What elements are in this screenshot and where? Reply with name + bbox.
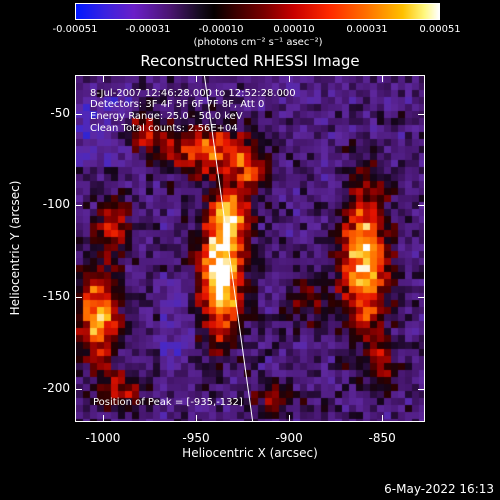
colorbar-tick-label: 0.00010 [273,24,315,35]
x-tick-mark [102,415,104,422]
x-tick-mark [382,415,384,422]
y-tick-mark [75,388,82,390]
colorbar [75,3,440,20]
x-tick-mark [382,75,384,82]
y-tick-label: -100 [42,197,70,212]
y-tick-label: -150 [42,289,70,304]
heatmap-image [76,76,424,421]
x-tick-mark [289,415,291,422]
y-tick-mark [75,205,82,207]
limb-line [203,76,254,421]
annotation-method: Clean Total counts: 2.56E+04 [90,123,238,134]
x-tick-label: -1000 [85,431,121,445]
y-tick-mark [75,297,82,299]
overlay-svg [203,76,254,421]
x-tick-label: -850 [368,431,396,445]
annotation-peak: Position of Peak = [-935,-132] [93,397,243,408]
colorbar-tick-label: -0.00051 [52,24,98,35]
y-tick-mark [418,113,425,115]
x-tick-mark [102,75,104,82]
y-tick-label: -50 [50,105,70,120]
y-tick-label: -200 [42,380,70,395]
x-tick-label: -950 [182,431,210,445]
colorbar-tick-label: -0.00031 [125,24,171,35]
colorbar-tick-label: -0.00010 [198,24,244,35]
annotation-detectors: Detectors: 3F 4F 5F 6F 7F 8F, Att 0 [90,99,265,110]
x-tick-mark [196,415,197,422]
x-tick-mark [289,75,291,82]
timestamp: 6-May-2022 16:13 [384,482,494,496]
annotation-time: 8-Jul-2007 12:46:28.000 to 12:52:28.000 [90,88,296,99]
y-tick-mark [418,205,425,207]
x-tick-mark [196,75,197,82]
colorbar-unit-label: (photons cm⁻² s⁻¹ asec⁻²) [193,37,323,48]
annotation-energy: Energy Range: 25.0 - 50.0 keV [90,111,243,122]
colorbar-tick-label: 0.00031 [346,24,388,35]
chart-title: Reconstructed RHESSI Image [140,52,360,70]
plot-area: 8-Jul-2007 12:46:28.000 to 12:52:28.000 … [75,75,425,422]
y-tick-mark [418,388,425,390]
y-axis-label: Heliocentric Y (arcsec) [8,180,22,316]
x-tick-label: -900 [275,431,303,445]
y-tick-mark [75,113,82,115]
colorbar-tick-label: 0.00051 [419,24,461,35]
y-tick-mark [418,297,425,299]
x-axis-label: Heliocentric X (arcsec) [182,446,318,460]
